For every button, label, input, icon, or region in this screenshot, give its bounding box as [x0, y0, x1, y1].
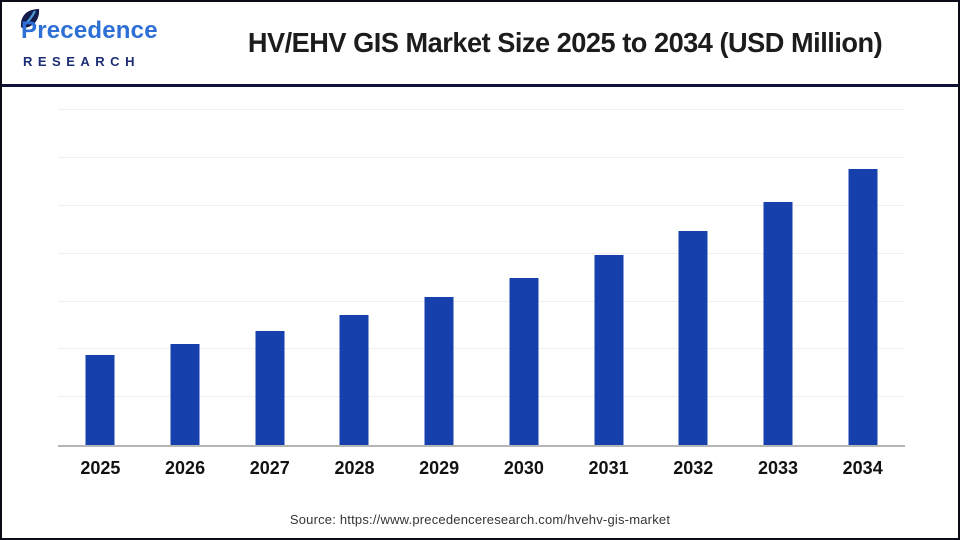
gridline	[58, 253, 905, 254]
brand-name: Precedence	[21, 17, 158, 44]
bar-slot	[312, 97, 397, 445]
bar-2028	[339, 315, 369, 445]
gridline	[58, 157, 905, 158]
gridline	[58, 109, 905, 110]
bar-slot	[820, 97, 905, 445]
x-axis-baseline	[58, 445, 905, 447]
bar-slot	[58, 97, 143, 445]
x-axis-label-2033: 2033	[757, 458, 798, 478]
bar-2025	[85, 355, 115, 445]
bars-container	[58, 97, 905, 445]
gridline	[58, 301, 905, 302]
bar-2029	[424, 297, 454, 445]
bar-slot	[397, 97, 482, 445]
bar-2031	[594, 255, 624, 445]
bar-slot	[482, 97, 567, 445]
x-axis-label-2029: 2029	[419, 458, 460, 478]
leaf-icon	[20, 9, 40, 28]
bar-slot	[143, 97, 228, 445]
x-axis-labels: 2025 2026 2027 2028 2029 2030 2031 2032 2033 2034	[58, 458, 905, 479]
brand-subname: RESEARCH	[23, 54, 140, 69]
brand-row: Precedence	[20, 9, 190, 49]
x-axis-label-2032: 2032	[673, 458, 714, 478]
bar-slot	[736, 97, 821, 445]
bar-2030	[509, 278, 539, 445]
gridline	[58, 396, 905, 397]
x-axis-label-2028: 2028	[334, 458, 375, 478]
x-axis-label-2026: 2026	[165, 458, 206, 478]
header: Precedence RESEARCH HV/EHV GIS Market Si…	[2, 2, 958, 84]
bar-2034	[848, 169, 878, 445]
bar-slot	[566, 97, 651, 445]
source-line: Source: https://www.precedenceresearch.c…	[289, 512, 671, 527]
bar-slot	[651, 97, 736, 445]
bar-2033	[763, 202, 793, 445]
header-divider	[2, 84, 958, 87]
bar-2032	[678, 231, 708, 445]
x-axis-label-2031: 2031	[588, 458, 629, 478]
bar-2027	[255, 331, 285, 445]
brand-logo: Precedence RESEARCH	[20, 9, 190, 69]
bar-slot	[227, 97, 312, 445]
gridline	[58, 205, 905, 206]
bar-2026	[170, 344, 200, 445]
x-axis-label-2027: 2027	[249, 458, 290, 478]
x-axis-label-2025: 2025	[80, 458, 121, 478]
bar-chart-plot-area	[58, 97, 905, 447]
page-title: HV/EHV GIS Market Size 2025 to 2034 (USD…	[247, 27, 883, 58]
x-axis-label-2030: 2030	[503, 458, 544, 478]
gridline	[58, 348, 905, 349]
x-axis-label-2034: 2034	[842, 458, 883, 478]
